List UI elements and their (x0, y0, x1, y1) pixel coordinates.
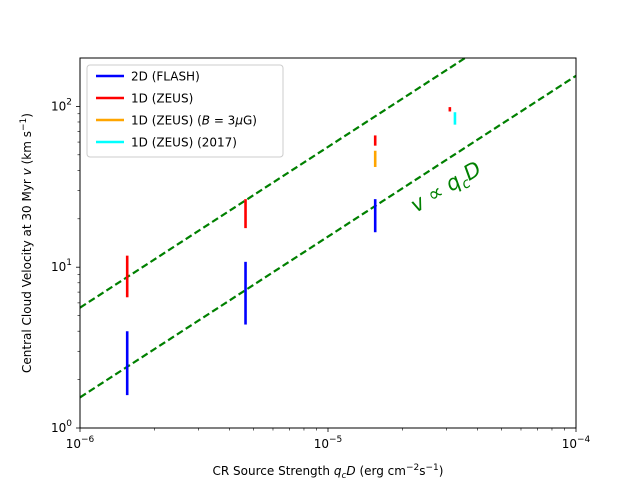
x-label-exp2: −1 (426, 463, 439, 473)
x-label-D: D (346, 464, 355, 478)
legend: 2D (FLASH) 1D (ZEUS) 1D (ZEUS) (B = 3μG)… (86, 64, 284, 158)
x-label-exp1: −2 (406, 463, 419, 473)
legend-label-flash: 2D (FLASH) (131, 70, 200, 84)
legend-label-zeus: 1D (ZEUS) (131, 92, 193, 106)
x-label-q: q (334, 464, 342, 478)
x-axis-label: CR Source Strength qcD (erg cm−2s−1) (213, 463, 444, 480)
x-tick-label: 10−5 (314, 435, 343, 451)
x-label-units-close: ) (439, 464, 444, 478)
x-label-units-open: (erg cm (356, 464, 406, 478)
legend-zeus-b-suffix: G) (243, 114, 257, 128)
legend-zeus-b-mid: = 3 (210, 114, 235, 128)
reference-line-2 (79, 74, 577, 399)
legend-zeus-b-prefix: 1D (ZEUS) ( (131, 114, 202, 128)
x-label-units-mid: s (419, 464, 425, 478)
legend-zeus-b-mu: μ (234, 114, 243, 128)
reference-lines (79, 57, 577, 399)
x-tick-label: 10−4 (562, 435, 591, 451)
legend-zeus-b-var: B (202, 114, 210, 128)
axis-ticks: 10−6 10−5 10−4 100 101 102 (51, 97, 591, 451)
legend-label-zeus-b: 1D (ZEUS) (B = 3μG) (131, 114, 257, 128)
y-label-v: v (20, 167, 34, 175)
legend-label-zeus-2017: 1D (ZEUS) (2017) (131, 136, 237, 150)
x-tick-label: 10−6 (66, 435, 95, 451)
legend-box (86, 64, 284, 158)
data-bars (125, 107, 457, 396)
y-label-units-open: (km s (20, 131, 34, 168)
y-label-exp: −1 (19, 118, 29, 131)
y-label-units-close: ) (20, 113, 34, 118)
y-label-prefix: Central Cloud Velocity at 30 Myr (20, 175, 34, 373)
y-axis-label: Central Cloud Velocity at 30 Myr v (km s… (19, 113, 34, 373)
plot-frame (79, 57, 577, 429)
reference-line-1 (79, 57, 466, 309)
y-tick-label: 100 (51, 419, 72, 435)
x-label-c: c (341, 471, 346, 480)
y-tick-label: 102 (51, 97, 72, 113)
y-tick-label: 101 (51, 258, 72, 274)
x-label-prefix: CR Source Strength (213, 464, 334, 478)
